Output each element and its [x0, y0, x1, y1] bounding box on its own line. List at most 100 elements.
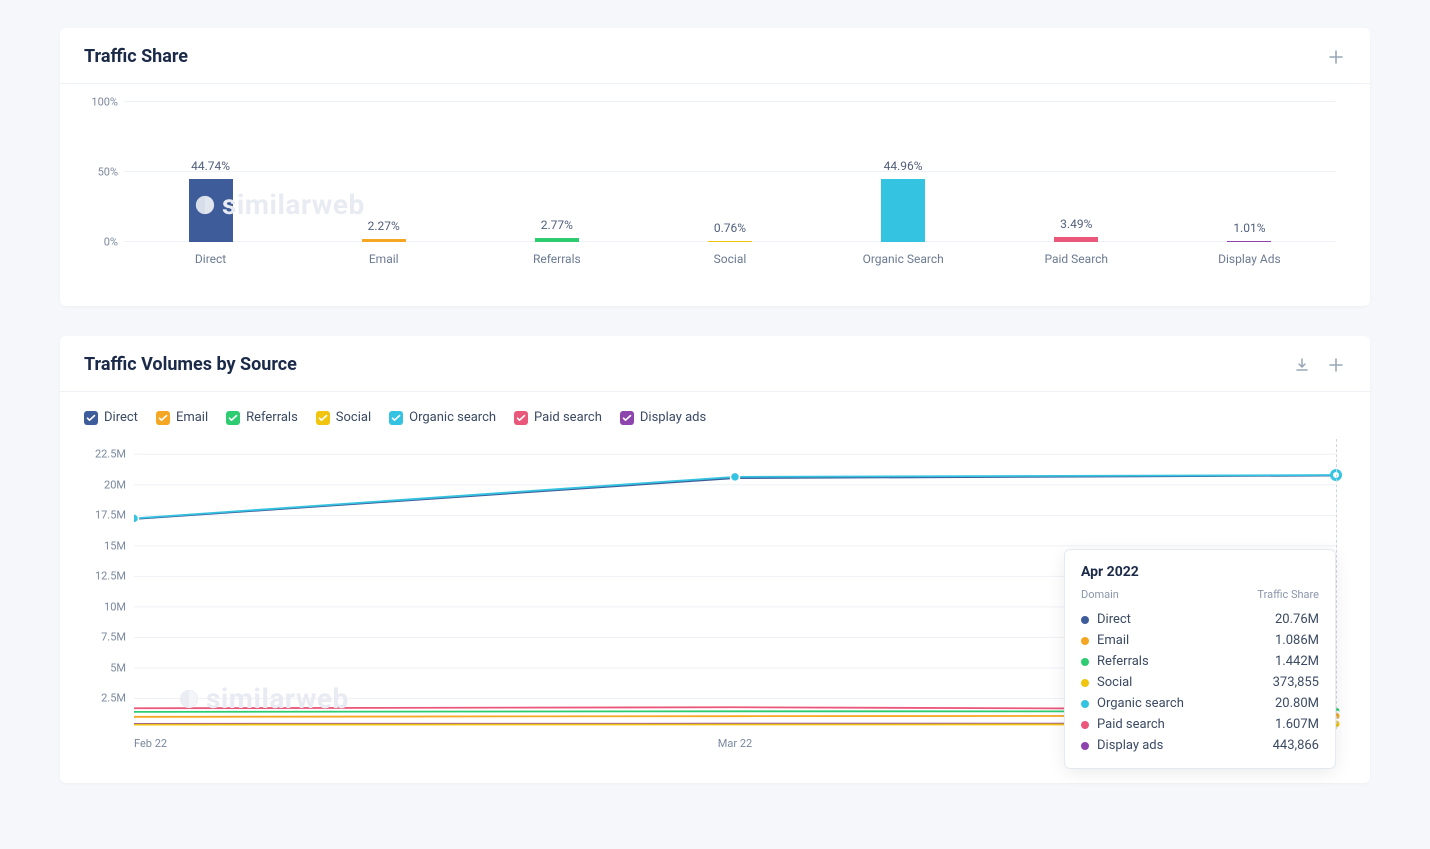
x-axis-label: Referrals: [470, 252, 643, 266]
checkbox-icon[interactable]: [389, 411, 403, 425]
bar-value-label: 3.49%: [1060, 217, 1092, 231]
legend-item-direct[interactable]: Direct: [84, 410, 138, 425]
dot-icon: [1081, 721, 1089, 729]
x-axis-label: Email: [297, 252, 470, 266]
legend-item-social[interactable]: Social: [316, 410, 371, 425]
x-axis-label: Mar 22: [535, 737, 936, 759]
x-axis-label: Feb 22: [134, 737, 535, 759]
tooltip-row-name: Email: [1097, 633, 1275, 648]
traffic-volumes-card: Traffic Volumes by Source Direct Email Ref…: [60, 336, 1370, 783]
tooltip-row: Direct20.76M: [1081, 609, 1319, 630]
checkbox-icon[interactable]: [514, 411, 528, 425]
legend-label: Referrals: [246, 410, 298, 425]
tooltip-row-value: 20.76M: [1275, 612, 1319, 627]
checkbox-icon[interactable]: [226, 411, 240, 425]
dot-icon: [1081, 616, 1089, 624]
tooltip-row-name: Organic search: [1097, 696, 1275, 711]
add-icon[interactable]: [1326, 47, 1346, 67]
bar-display_ads: 1.01%: [1163, 102, 1336, 242]
y-axis-label: 17.5M: [95, 509, 134, 522]
y-axis-label: 5M: [110, 661, 134, 674]
bar-direct: 44.74%: [124, 102, 297, 242]
y-axis-label: 7.5M: [101, 631, 134, 644]
bar-referrals: 2.77%: [470, 102, 643, 242]
traffic-share-body: 0% 50% 100% 44.74% 2.27% 2.77% 0.76% 44.96% 3.4…: [60, 84, 1370, 306]
traffic-volumes-title: Traffic Volumes by Source: [84, 354, 297, 375]
legend: Direct Email Referrals Social Organic search…: [84, 410, 1346, 425]
tooltip-row-value: 20.80M: [1275, 696, 1319, 711]
bar-value-label: 2.77%: [541, 218, 573, 232]
y-axis-label: 20M: [104, 478, 134, 491]
legend-label: Organic search: [409, 410, 496, 425]
tooltip-row: Referrals1.442M: [1081, 651, 1319, 672]
chart-tooltip: Apr 2022DomainTraffic ShareDirect20.76ME…: [1064, 549, 1336, 769]
x-axis-label: Paid Search: [990, 252, 1163, 266]
legend-item-display_ads[interactable]: Display ads: [620, 410, 706, 425]
checkbox-icon[interactable]: [84, 411, 98, 425]
bar-organic_search: 44.96%: [817, 102, 990, 242]
legend-label: Direct: [104, 410, 138, 425]
checkbox-icon[interactable]: [316, 411, 330, 425]
y-axis-label: 100%: [91, 96, 118, 109]
x-axis-label: Display Ads: [1163, 252, 1336, 266]
legend-item-referrals[interactable]: Referrals: [226, 410, 298, 425]
legend-item-email[interactable]: Email: [156, 410, 208, 425]
legend-item-organic_search[interactable]: Organic search: [389, 410, 496, 425]
traffic-volumes-body: Direct Email Referrals Social Organic search…: [60, 392, 1370, 783]
y-axis-label: 0%: [104, 236, 118, 249]
legend-label: Email: [176, 410, 208, 425]
checkbox-icon[interactable]: [620, 411, 634, 425]
hover-line: [1336, 439, 1337, 729]
tooltip-row: Paid search1.607M: [1081, 714, 1319, 735]
bar-rect[interactable]: [881, 179, 925, 242]
dot-icon: [1081, 658, 1089, 666]
y-axis-label: 2.5M: [101, 692, 134, 705]
traffic-volumes-header: Traffic Volumes by Source: [60, 336, 1370, 392]
bar-value-label: 0.76%: [714, 221, 746, 235]
checkbox-icon[interactable]: [156, 411, 170, 425]
y-axis-label: 50%: [98, 166, 118, 179]
y-axis-label: 12.5M: [95, 570, 134, 583]
tooltip-row-name: Social: [1097, 675, 1273, 690]
bar-value-label: 2.27%: [368, 219, 400, 233]
tooltip-row-name: Referrals: [1097, 654, 1275, 669]
tooltip-row-value: 443,866: [1273, 738, 1319, 753]
tooltip-row-name: Direct: [1097, 612, 1275, 627]
bar-rect[interactable]: [189, 179, 233, 242]
legend-label: Display ads: [640, 410, 706, 425]
tooltip-row-value: 1.607M: [1275, 717, 1319, 732]
bar-social: 0.76%: [643, 102, 816, 242]
add-icon[interactable]: [1326, 355, 1346, 375]
x-axis-label: Social: [643, 252, 816, 266]
legend-label: Paid search: [534, 410, 602, 425]
tooltip-row-value: 1.442M: [1275, 654, 1319, 669]
bar-value-label: 44.74%: [191, 159, 230, 173]
dot-icon: [1081, 637, 1089, 645]
download-icon[interactable]: [1292, 355, 1312, 375]
tooltip-row: Social373,855: [1081, 672, 1319, 693]
x-axis-label: Direct: [124, 252, 297, 266]
bar-paid_search: 3.49%: [990, 102, 1163, 242]
legend-item-paid_search[interactable]: Paid search: [514, 410, 602, 425]
bar-value-label: 1.01%: [1233, 221, 1265, 235]
tooltip-title: Apr 2022: [1081, 564, 1319, 580]
traffic-share-actions: [1326, 47, 1346, 67]
y-axis-label: 10M: [104, 600, 134, 613]
y-axis-label: 22.5M: [95, 448, 134, 461]
traffic-share-header: Traffic Share: [60, 28, 1370, 84]
tooltip-row: Email1.086M: [1081, 630, 1319, 651]
tooltip-col-value: Traffic Share: [1257, 588, 1319, 601]
tooltip-col-domain: Domain: [1081, 588, 1119, 601]
traffic-share-card: Traffic Share 0% 50% 100% 44.74% 2.27% 2.77%…: [60, 28, 1370, 306]
y-axis-label: 15M: [104, 539, 134, 552]
bar-value-label: 44.96%: [884, 159, 923, 173]
bar-email: 2.27%: [297, 102, 470, 242]
traffic-volumes-actions: [1292, 355, 1346, 375]
dot-icon: [1081, 700, 1089, 708]
legend-label: Social: [336, 410, 371, 425]
x-axis-label: Organic Search: [817, 252, 990, 266]
tooltip-row-name: Paid search: [1097, 717, 1275, 732]
traffic-volumes-chart: 22.5M20M17.5M15M12.5M10M7.5M5M2.5M Feb 2…: [134, 439, 1336, 759]
dot-icon: [1081, 679, 1089, 687]
traffic-share-chart: 0%50%100% 44.74%2.27%2.77%0.76%44.96%3.4…: [124, 102, 1336, 282]
